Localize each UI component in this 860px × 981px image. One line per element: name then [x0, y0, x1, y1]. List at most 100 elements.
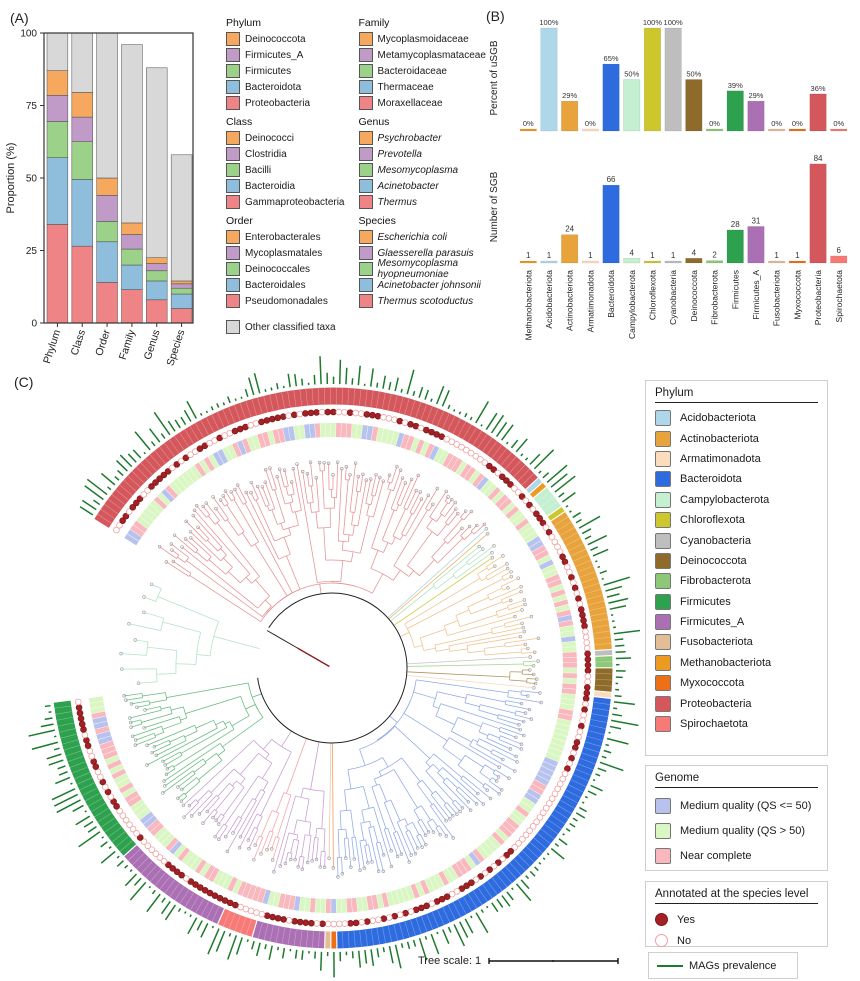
genome-quality-cell [451, 863, 463, 878]
phylum-arc-separator [547, 506, 562, 517]
genome-quality-cell [468, 851, 481, 866]
mags-prevalence-bar [424, 935, 428, 940]
tree-branch-arc [478, 722, 483, 732]
phylum-x-axis-label: Deinococcota [689, 270, 699, 322]
mags-prevalence-bar [270, 387, 273, 391]
genome-quality-cell [531, 545, 547, 557]
number-sgb-bar-label: 31 [751, 216, 760, 225]
tree-branch [408, 570, 415, 577]
phylum-arc-separator [174, 886, 185, 901]
mags-prevalence-bar [603, 576, 630, 586]
tree-branch [181, 796, 188, 802]
genome-legend-item: Medium quality (QS > 50) [655, 818, 818, 843]
phylum-arc-separator [184, 429, 194, 444]
tree-clade-stem [393, 557, 493, 626]
phylum-arc-separator [447, 904, 456, 921]
phylum-x-axis-label: Actinobacteriota [565, 270, 575, 331]
mags-prevalence-bar [388, 381, 392, 390]
tree-branch-arc [295, 795, 310, 800]
genome-quality-cell [127, 795, 142, 807]
phylum-arc-separator [487, 441, 498, 455]
tree-branch [248, 828, 259, 849]
mags-prevalence-bar [590, 546, 599, 551]
phylum-arc-separator [540, 496, 555, 507]
tree-branch-arc [425, 763, 434, 772]
mags-prevalence-bar [554, 475, 576, 493]
tree-branch [373, 826, 379, 843]
phylum-x-axis-label: Myxococcota [792, 270, 802, 320]
phylum-arc-separator [530, 842, 543, 854]
number-sgb-bar [519, 260, 537, 264]
tree-branch [262, 781, 269, 791]
tree-branch-arc [274, 534, 291, 542]
percent-usgb-bar-label: 0% [585, 119, 596, 128]
mags-prevalence-bar [167, 420, 176, 432]
annotated-no-dot [453, 441, 460, 448]
genome-quality-cell [97, 735, 113, 745]
tree-branch [289, 502, 293, 513]
phylum-arc-separator [533, 486, 547, 498]
tree-branch [412, 822, 420, 835]
tree-tip-marker [424, 842, 428, 847]
tree-branch [521, 651, 535, 654]
genome-quality-cell [385, 429, 395, 445]
phylum-swatch-icon [655, 532, 671, 549]
genome-quality-cell [208, 454, 220, 469]
mags-prevalence-bar [592, 548, 609, 557]
phylum-arc-separator [420, 403, 428, 420]
mags-prevalence-bar [92, 499, 101, 506]
mags-prevalence-bar [320, 951, 323, 971]
genome-quality-cell [278, 893, 286, 909]
tree-branch [300, 787, 304, 798]
number-sgb-bar [768, 260, 786, 264]
mags-prevalence-bar [211, 925, 215, 929]
tree-branch [444, 502, 456, 517]
mags-prevalence-bar [595, 773, 601, 777]
phylum-arc-separator [195, 898, 204, 914]
mags-prevalence-bar [287, 373, 291, 388]
mags-prevalence-bar [301, 378, 304, 386]
tree-branch [171, 543, 189, 558]
genome-quality-cell [101, 745, 116, 755]
genome-quality-cell [501, 502, 516, 516]
genome-legend-title: Genome [655, 772, 818, 788]
tree-branch [371, 474, 377, 496]
tree-branch-arc [195, 632, 202, 665]
tree-branch [224, 721, 230, 725]
annotated-yes-dot [83, 736, 90, 744]
tree-branch [403, 475, 419, 509]
phylum-swatch-icon [655, 634, 671, 651]
tree-clade-stem [286, 738, 307, 794]
phylum-legend-item: Actinobacteriota [655, 428, 818, 448]
tree-branch [341, 857, 343, 874]
mags-prevalence-bar [558, 838, 568, 846]
mags-prevalence-bar [200, 923, 209, 938]
phylum-arc-separator [487, 881, 498, 895]
tree-branch-arc [288, 832, 298, 836]
tree-branch [495, 769, 510, 779]
annotated-yes-dot [313, 409, 320, 416]
legend-item-label: Clostridia [245, 148, 287, 160]
annotated-yes-dot [165, 861, 172, 869]
annotated-no-dot [551, 538, 559, 546]
mags-prevalence-bar [48, 759, 64, 766]
genome-quality-cell [376, 427, 384, 443]
mags-prevalence-bar [572, 817, 578, 822]
tree-branch [315, 511, 319, 529]
genome-quality-cell [366, 895, 374, 911]
phylum-legend-label: Chloroflexota [680, 514, 745, 527]
tree-branch-arc [240, 573, 251, 584]
tree-branch-arc [507, 690, 509, 698]
annotated-no-dot [369, 917, 377, 925]
genome-quality-cell [94, 726, 110, 735]
legend-group-title: Order [226, 215, 253, 227]
genome-quality-cell [491, 831, 505, 846]
mags-prevalence-bar [351, 951, 354, 959]
legend-item-label: Gammaproteobacteria [245, 196, 345, 208]
mags-prevalence-bar [584, 795, 588, 799]
annotated-no-dot [385, 914, 393, 921]
tree-branch [218, 826, 228, 840]
tree-branch-arc [284, 582, 355, 598]
phylum-arc-separator [376, 928, 380, 945]
tree-branch-arc [374, 769, 395, 780]
